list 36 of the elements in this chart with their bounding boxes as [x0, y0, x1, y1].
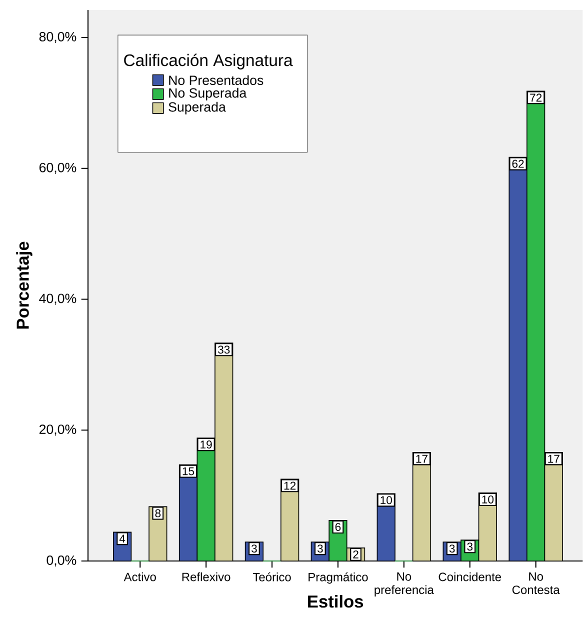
data-label: 10 [482, 495, 494, 504]
legend-label: No Superada [169, 88, 247, 100]
data-label: 15 [182, 467, 194, 476]
data-label: 3 [251, 544, 257, 553]
x-tick-label: Reflexivo [182, 572, 230, 582]
data-label: 2 [353, 550, 358, 558]
y-tick-label: 40,0% [39, 294, 76, 305]
data-label: 17 [548, 454, 560, 463]
y-tick-label: 80,0% [39, 32, 76, 43]
x-tick-label: Pragmático [308, 572, 368, 584]
x-tick-label: No preferencia [374, 572, 434, 596]
x-tick-label: Coincidente [438, 572, 502, 582]
data-label: 72 [530, 94, 542, 102]
data-label: 3 [317, 544, 323, 553]
data-label: 33 [218, 346, 230, 354]
y-tick-label: 60,0% [39, 162, 76, 174]
data-label: 62 [512, 160, 524, 168]
data-label: 19 [200, 440, 212, 449]
legend-label: Superada [168, 102, 226, 114]
x-axis-title: Estilos [308, 594, 364, 608]
legend-title: Calificación Asignatura [124, 54, 293, 70]
data-label: 12 [284, 482, 296, 490]
data-label: 17 [416, 454, 428, 463]
y-axis-title: Porcentaje [16, 242, 32, 329]
x-tick-label: No Contesta [512, 572, 560, 594]
data-label: 6 [335, 522, 341, 531]
y-tick-label: 20,0% [39, 424, 76, 436]
data-label: 3 [467, 542, 473, 551]
data-label: 10 [380, 496, 392, 504]
legend-label: No Presentados [169, 75, 264, 86]
y-tick-label: 0,0% [46, 555, 76, 567]
x-tick-label: Teórico [252, 572, 291, 582]
data-label: 3 [449, 544, 455, 553]
data-label: 4 [119, 534, 126, 543]
x-tick-label: Activo [124, 572, 156, 582]
data-label: 8 [155, 509, 161, 518]
